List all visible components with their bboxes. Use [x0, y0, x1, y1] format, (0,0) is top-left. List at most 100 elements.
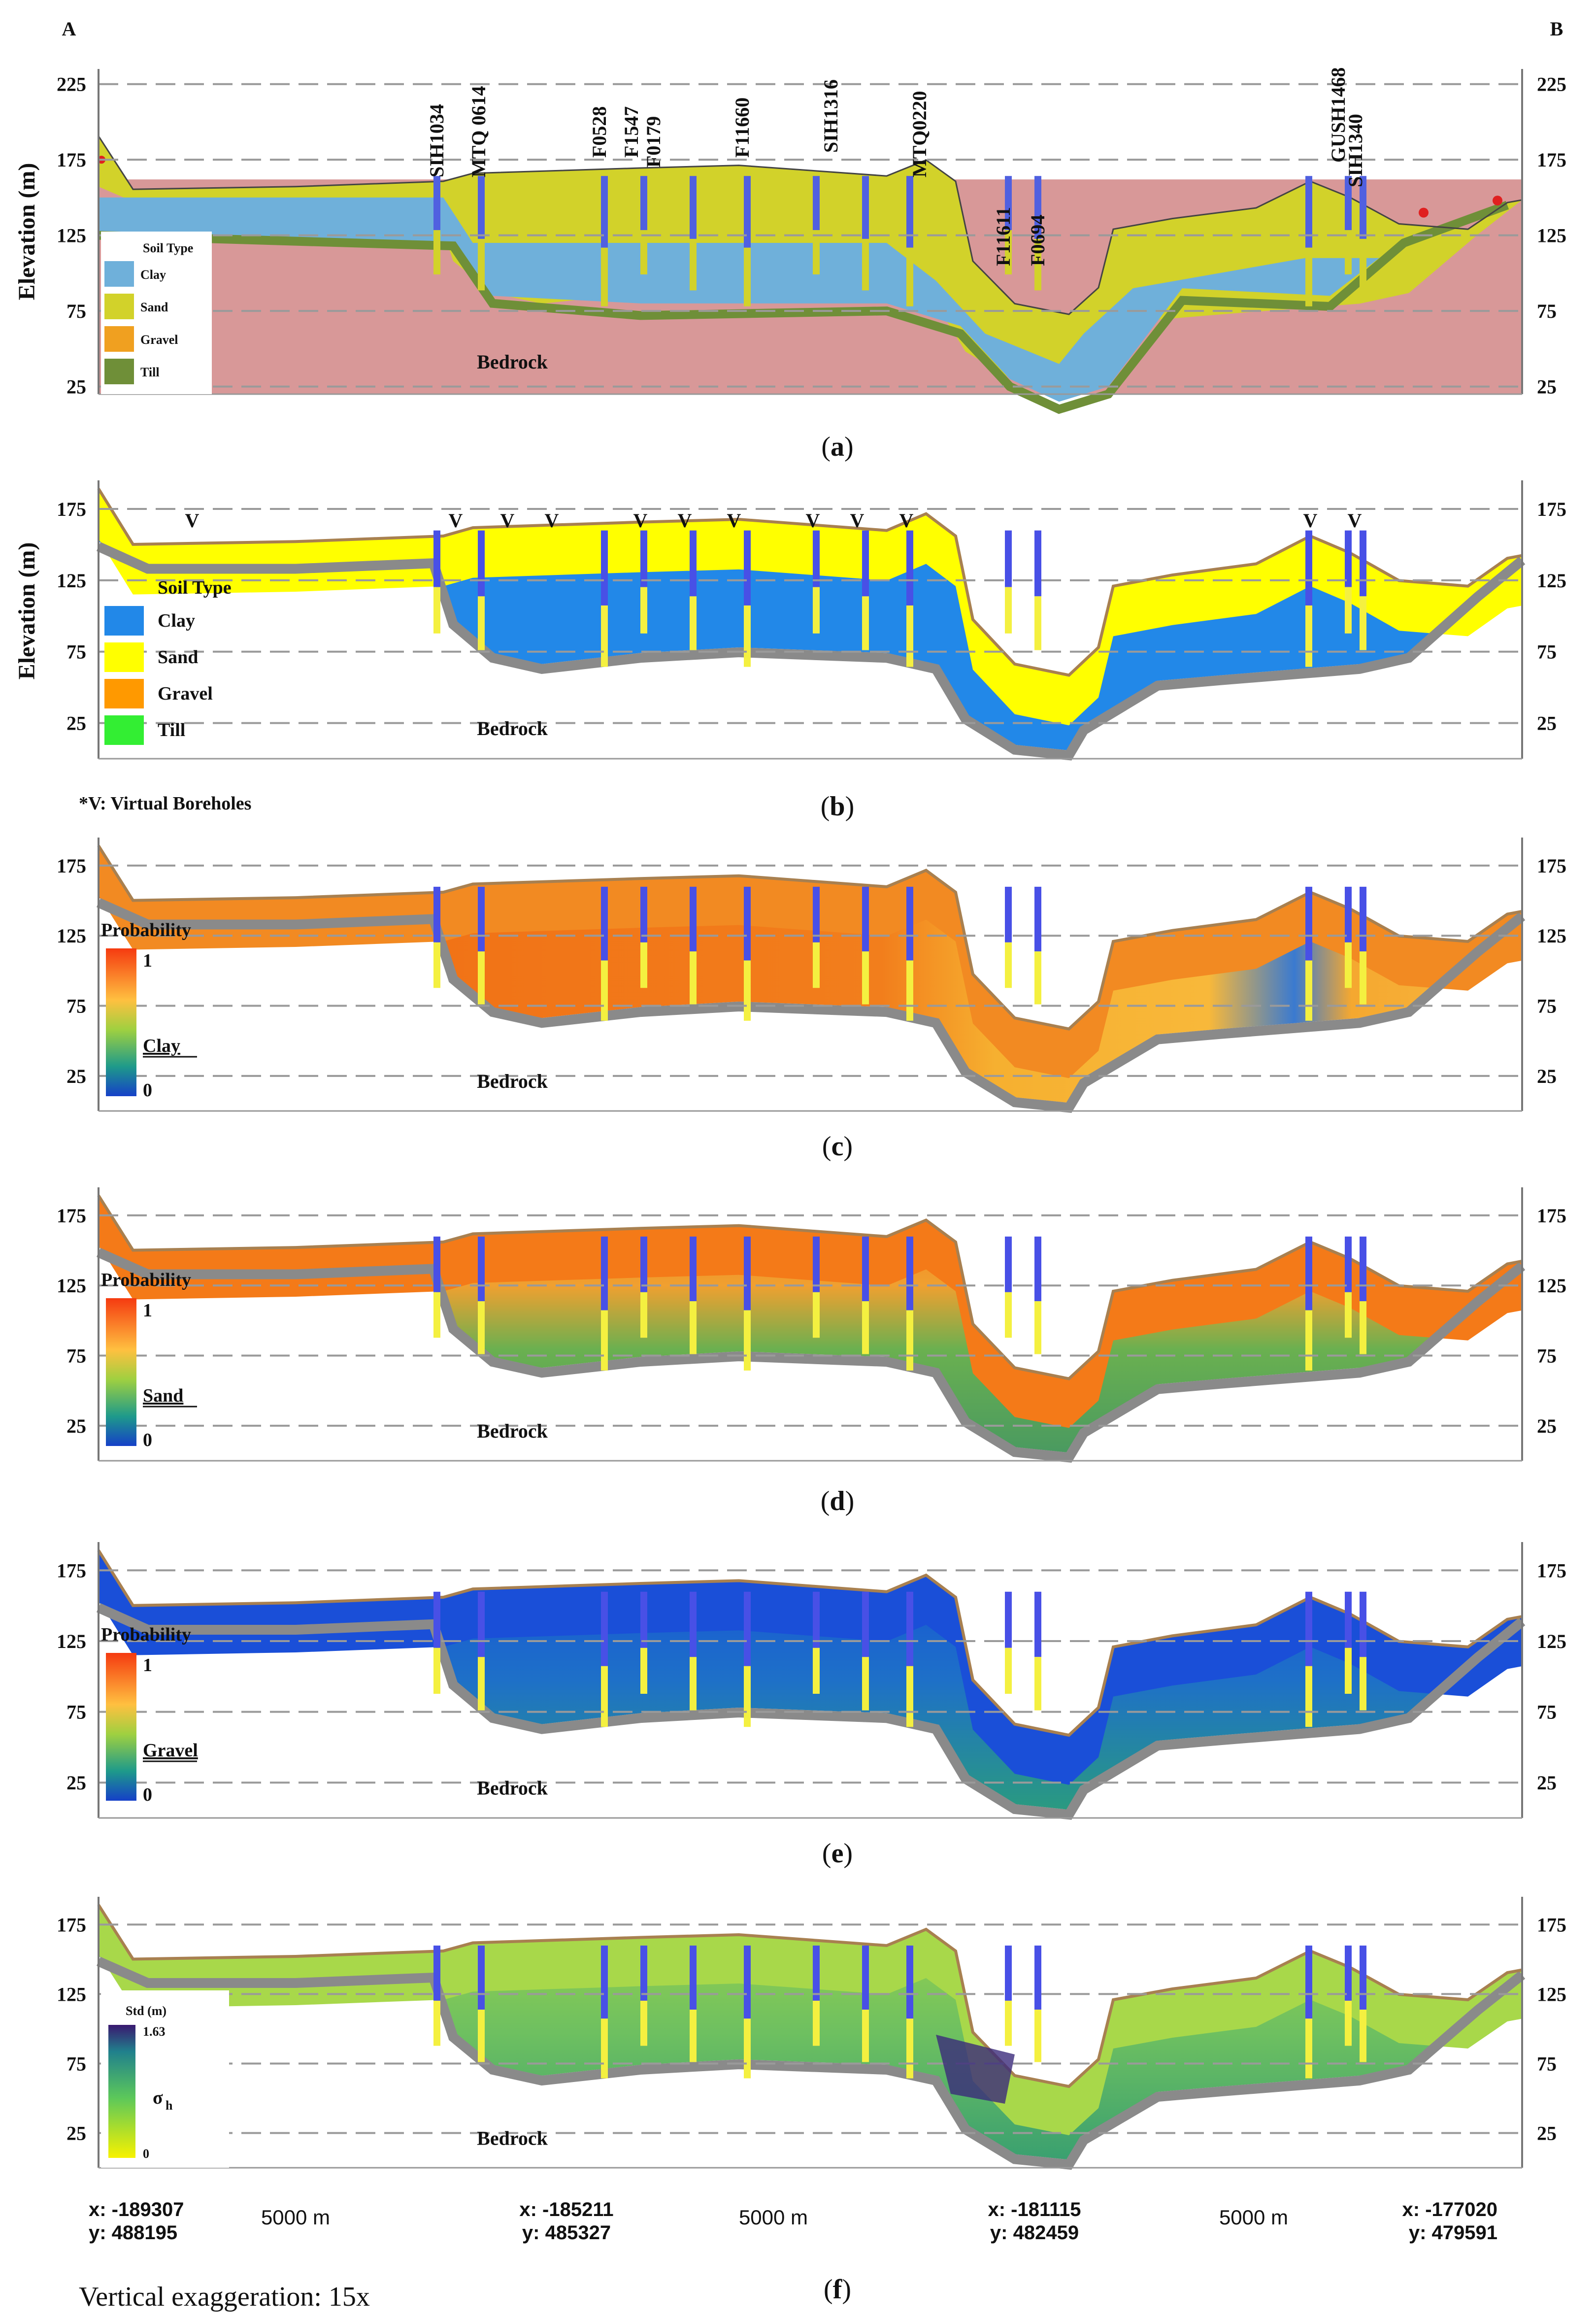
borehole-log [862, 1301, 869, 1354]
panel-caption: (f) [824, 2274, 851, 2305]
colorbar-max: 1 [143, 1655, 152, 1676]
variable-name: Sand [143, 1385, 183, 1406]
borehole-log [1360, 1591, 1366, 1657]
coordinate-y: y: 485327 [522, 2222, 611, 2244]
y-tick-label-left: 75 [66, 641, 86, 663]
borehole-log [1305, 960, 1312, 1021]
borehole-log [640, 1236, 647, 1292]
borehole-log [862, 951, 869, 1005]
borehole-log [601, 247, 608, 306]
borehole-log [1345, 1292, 1352, 1338]
y-tick-label-right: 225 [1537, 73, 1566, 96]
borehole-log [1034, 2010, 1041, 2062]
borehole-log [433, 530, 440, 587]
borehole-log [1360, 951, 1366, 1005]
y-tick-label-left: 75 [66, 1345, 86, 1367]
borehole-log [906, 605, 913, 667]
borehole-log [601, 886, 608, 961]
borehole-log [640, 176, 647, 231]
borehole-log [744, 530, 751, 605]
borehole-log [640, 1647, 647, 1694]
distance-label: 5000 m [261, 2206, 330, 2229]
colorbar [106, 1298, 136, 1446]
borehole-log [862, 238, 869, 291]
borehole-label: SIH1316 [820, 79, 842, 153]
borehole-log [1005, 1946, 1012, 2001]
y-tick-label-right: 175 [1537, 855, 1566, 877]
y-tick-label-right: 25 [1537, 712, 1557, 735]
section-upper [99, 1195, 1522, 1428]
legend-label: Gravel [158, 683, 213, 704]
borehole-log [433, 1946, 440, 2001]
borehole-log [1360, 2010, 1366, 2062]
borehole-log [1005, 886, 1012, 942]
base-fringe [96, 1247, 1526, 1463]
y-tick-label-left: 25 [66, 1065, 86, 1087]
sigma-subscript: h [166, 2098, 173, 2113]
borehole-label: MTQ 0614 [467, 86, 490, 177]
borehole-log [433, 2000, 440, 2046]
borehole-log [862, 886, 869, 952]
y-axis-title: Elevation (m) [14, 163, 40, 301]
y-tick-label-left: 25 [66, 376, 86, 398]
borehole-log [744, 1236, 751, 1311]
borehole-log [1005, 530, 1012, 587]
borehole-log [744, 605, 751, 667]
base-fringe [96, 898, 1526, 1113]
borehole-label: SIH1034 [426, 104, 448, 177]
virtual-borehole-marker: V [185, 509, 200, 532]
borehole-log [862, 1591, 869, 1657]
borehole-log [862, 530, 869, 597]
borehole-log [1005, 1236, 1012, 1292]
borehole-log [601, 1236, 608, 1311]
virtual-borehole-marker: V [806, 509, 820, 532]
colorbar [106, 948, 136, 1096]
borehole-log [906, 2018, 913, 2079]
borehole-log [1345, 2000, 1352, 2046]
borehole-log [1305, 1666, 1312, 1727]
borehole-log [640, 1946, 647, 2001]
borehole-label: F1547 [620, 106, 642, 158]
borehole-log [813, 176, 820, 231]
y-tick-label-left: 125 [57, 570, 86, 592]
legend-swatch [104, 642, 144, 672]
virtual-borehole-marker: V [1348, 509, 1362, 532]
y-tick-label-right: 125 [1537, 1630, 1566, 1652]
borehole-log [744, 2018, 751, 2079]
panel-caption: (c) [822, 1131, 853, 1162]
borehole-log [1305, 2018, 1312, 2079]
borehole-log [1005, 587, 1012, 634]
y-tick-label-left: 175 [57, 149, 86, 171]
section-upper [99, 1905, 1522, 2135]
bedrock-label: Bedrock [477, 2127, 548, 2150]
borehole-log [813, 2000, 820, 2046]
borehole-log [601, 1666, 608, 1727]
legend-label: Clay [140, 268, 166, 282]
borehole-log [478, 1301, 485, 1354]
legend-swatch [104, 679, 144, 708]
borehole-log [1305, 1946, 1312, 2019]
borehole-log [744, 1946, 751, 2019]
borehole-log [906, 1591, 913, 1666]
bedrock-label: Bedrock [477, 717, 548, 739]
y-tick-label-right: 125 [1537, 1983, 1566, 2005]
y-tick-label-right: 75 [1537, 995, 1557, 1017]
y-tick-label-left: 225 [57, 73, 86, 96]
borehole-log [1360, 238, 1366, 291]
borehole-log [478, 238, 485, 291]
borehole-log [1034, 1657, 1041, 1711]
borehole-log [433, 1647, 440, 1694]
endpoint-a-label: A [62, 18, 76, 40]
borehole-log [690, 1946, 697, 2010]
borehole-log [1305, 1591, 1312, 1666]
coordinate-y: y: 479591 [1409, 2222, 1497, 2244]
y-tick-label-left: 125 [57, 925, 86, 947]
legend-label: Till [158, 720, 185, 740]
y-tick-label-left: 25 [66, 1772, 86, 1794]
legend-swatch [104, 326, 134, 352]
y-tick-label-right: 175 [1537, 1559, 1566, 1581]
y-tick-label-right: 125 [1537, 570, 1566, 592]
sigma-symbol: σ [153, 2087, 163, 2108]
borehole-log [690, 238, 697, 291]
y-tick-label-right: 125 [1537, 225, 1566, 247]
